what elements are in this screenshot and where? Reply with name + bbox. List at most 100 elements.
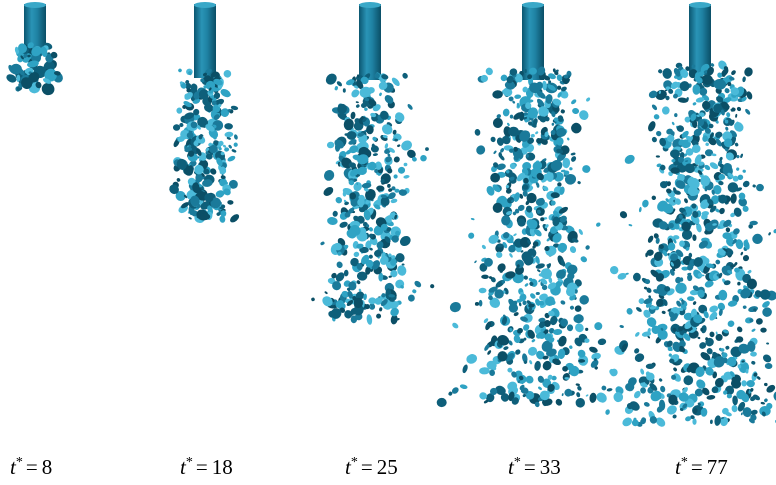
droplet xyxy=(733,207,742,217)
droplet xyxy=(14,46,20,55)
droplet xyxy=(343,118,354,131)
droplet xyxy=(397,144,401,148)
droplet xyxy=(230,105,239,111)
nozzle-top xyxy=(194,2,216,8)
droplet xyxy=(480,74,488,83)
droplet xyxy=(679,340,686,348)
droplet xyxy=(379,92,382,97)
droplet xyxy=(530,133,535,138)
droplet xyxy=(228,144,232,149)
droplet xyxy=(719,156,723,161)
droplet xyxy=(196,148,202,156)
droplet xyxy=(27,60,39,68)
droplet xyxy=(188,71,192,76)
droplet xyxy=(681,221,691,232)
droplet xyxy=(384,236,391,243)
droplet xyxy=(493,162,499,168)
droplet xyxy=(222,144,227,148)
droplet xyxy=(505,353,515,362)
droplet xyxy=(380,299,388,307)
droplet xyxy=(685,160,689,162)
droplet xyxy=(342,88,346,93)
droplet xyxy=(711,386,719,394)
droplet xyxy=(550,192,560,199)
droplet xyxy=(391,255,396,260)
droplet xyxy=(649,416,658,424)
droplet xyxy=(188,144,192,148)
droplet xyxy=(227,200,234,205)
droplet xyxy=(707,198,714,205)
droplet xyxy=(525,102,532,110)
droplet xyxy=(553,210,560,219)
droplet xyxy=(499,269,504,273)
droplet xyxy=(369,247,373,251)
droplet xyxy=(497,335,510,346)
droplet xyxy=(720,416,729,427)
droplet xyxy=(346,299,354,307)
droplet xyxy=(535,256,540,264)
droplet xyxy=(709,331,715,338)
droplet xyxy=(692,408,698,414)
droplet xyxy=(384,95,394,104)
droplet xyxy=(536,209,541,214)
droplet xyxy=(351,258,357,263)
droplet xyxy=(389,212,396,216)
droplet xyxy=(538,273,545,277)
droplet xyxy=(628,224,633,227)
droplet xyxy=(761,411,766,417)
droplet xyxy=(555,69,559,73)
droplet xyxy=(522,353,528,363)
droplet xyxy=(395,253,405,263)
droplet xyxy=(327,217,338,225)
droplet xyxy=(712,223,717,226)
droplet xyxy=(723,280,731,286)
droplet xyxy=(507,381,518,391)
droplet xyxy=(333,242,342,251)
droplet xyxy=(6,74,17,83)
droplet xyxy=(356,74,360,78)
droplet xyxy=(497,243,504,248)
droplet xyxy=(536,90,546,99)
droplet xyxy=(740,412,743,416)
droplet xyxy=(701,325,707,334)
droplet xyxy=(368,99,377,107)
droplet xyxy=(668,222,674,229)
droplet xyxy=(651,136,657,143)
droplet xyxy=(559,186,565,195)
droplet xyxy=(701,100,711,110)
droplet xyxy=(489,297,501,308)
droplet xyxy=(750,396,756,402)
droplet xyxy=(388,294,395,298)
droplet xyxy=(370,112,377,118)
droplet xyxy=(544,333,552,341)
droplet xyxy=(186,132,194,139)
droplet xyxy=(495,385,506,396)
droplet xyxy=(546,348,557,357)
droplet xyxy=(500,393,510,402)
droplet xyxy=(356,280,361,285)
droplet xyxy=(369,303,376,310)
droplet xyxy=(54,71,61,76)
droplet xyxy=(669,358,675,364)
droplet xyxy=(537,66,546,76)
droplet xyxy=(374,169,379,173)
droplet xyxy=(751,328,756,332)
droplet xyxy=(684,153,688,157)
droplet xyxy=(334,139,344,149)
droplet xyxy=(219,215,226,223)
droplet xyxy=(613,392,624,403)
droplet xyxy=(223,69,232,78)
droplet xyxy=(198,89,209,100)
droplet xyxy=(760,401,765,405)
droplet xyxy=(387,153,391,157)
droplet xyxy=(357,154,369,165)
droplet xyxy=(520,316,528,322)
panel-label: t* = 18 xyxy=(180,455,233,479)
droplet xyxy=(677,307,684,312)
droplet xyxy=(577,349,586,358)
droplet xyxy=(346,229,357,239)
droplet xyxy=(326,141,335,149)
jet xyxy=(311,2,435,325)
droplet xyxy=(660,327,664,331)
droplet xyxy=(698,240,709,249)
